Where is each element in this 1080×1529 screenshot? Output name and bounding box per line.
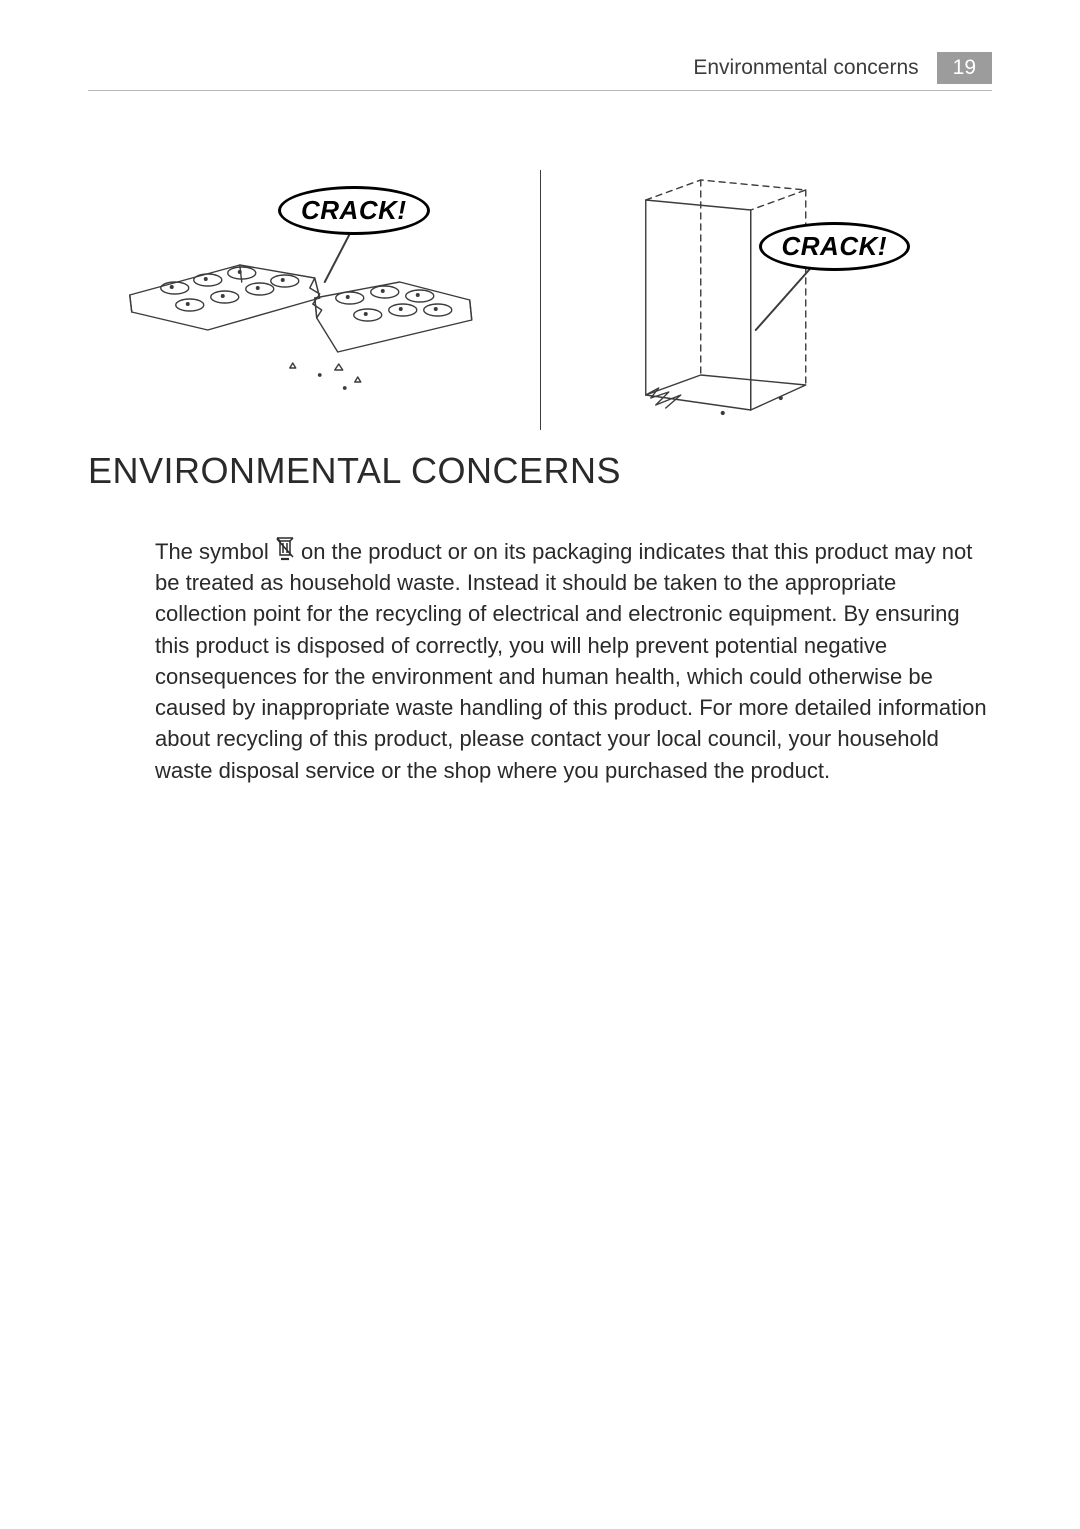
weee-recycle-icon — [275, 537, 295, 561]
figure-divider — [540, 170, 541, 430]
figure-row: CRACK! — [88, 170, 992, 430]
body-suffix: on the product or on its packaging indic… — [155, 539, 987, 783]
page-header: Environmental concerns 19 — [88, 52, 992, 91]
body-paragraph: The symbol on the product or on its pack… — [155, 536, 992, 786]
page-number: 19 — [937, 52, 992, 84]
figure-drawer: CRACK! — [549, 170, 993, 430]
drawer-illustration — [549, 170, 993, 430]
header-section-title: Environmental concerns — [693, 56, 918, 80]
figure-ice-tray: CRACK! — [88, 170, 532, 430]
section-heading: ENVIRONMENTAL CONCERNS — [88, 450, 621, 492]
body-prefix: The symbol — [155, 539, 275, 564]
crack-bubble-left: CRACK! — [278, 186, 430, 235]
crack-bubble-right: CRACK! — [759, 222, 911, 271]
